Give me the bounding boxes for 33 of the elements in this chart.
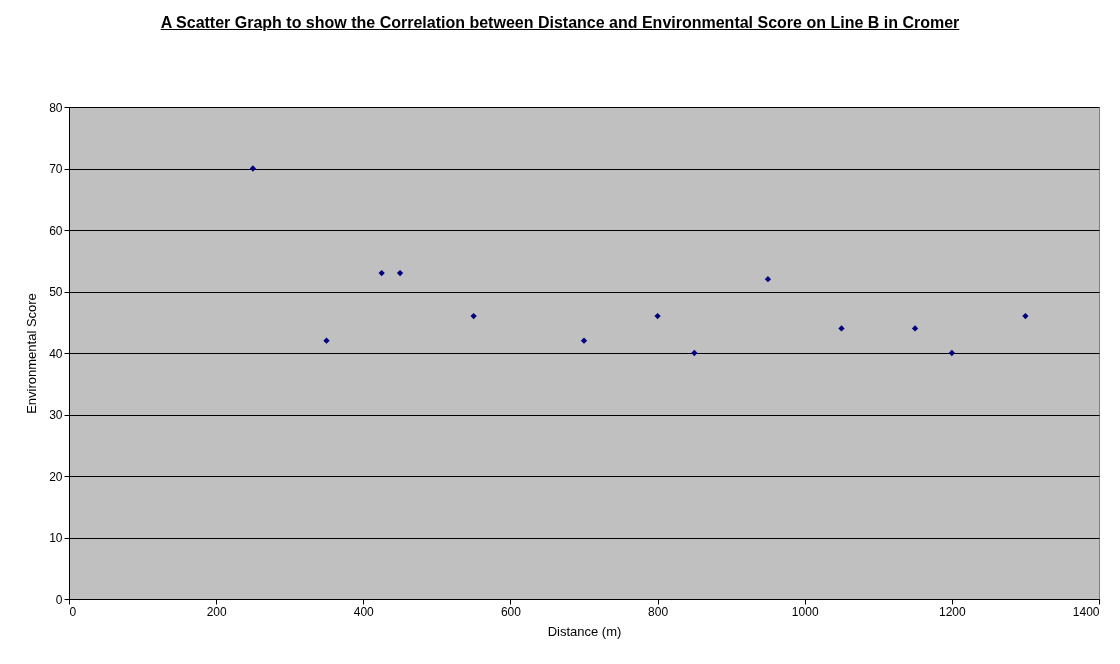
point <box>323 337 330 344</box>
point <box>691 349 698 357</box>
x-tick-label: 200 <box>206 604 227 619</box>
point <box>948 349 956 357</box>
y-tick-label: 40 <box>49 346 63 361</box>
point <box>378 269 385 277</box>
y-axis-title: Environmental Score <box>24 293 40 414</box>
x-tick-label: 400 <box>353 604 375 619</box>
y-tick-label: 80 <box>49 100 63 115</box>
point <box>580 337 588 344</box>
chart-title: A Scatter Graph to show the Correlation between Distance and Environmental Score on Line B in Cromer <box>160 13 960 33</box>
x-tick-label: 1200 <box>939 604 967 619</box>
y-tick-label: 30 <box>49 408 63 422</box>
point <box>396 269 404 277</box>
y-tick-label: 0 <box>55 592 63 607</box>
point <box>249 165 257 172</box>
point <box>654 312 661 320</box>
y-tick-label: 10 <box>49 531 63 545</box>
y-tick-label: 50 <box>49 285 63 299</box>
y-tick-label: 70 <box>49 162 63 176</box>
point <box>470 312 477 320</box>
x-tick-label: 0 <box>69 604 77 619</box>
point <box>911 325 919 332</box>
x-tick-label: 600 <box>500 604 522 619</box>
x-axis-title: Distance (m) <box>547 623 622 639</box>
x-tick-label: 1000 <box>791 604 819 619</box>
x-tick-label: 800 <box>648 604 669 619</box>
x-tick-label: 1400 <box>1072 604 1100 619</box>
point <box>764 276 772 283</box>
y-tick-label: 60 <box>49 223 63 238</box>
point <box>838 325 845 332</box>
y-tick-label: 20 <box>49 469 63 484</box>
point <box>1022 312 1029 320</box>
